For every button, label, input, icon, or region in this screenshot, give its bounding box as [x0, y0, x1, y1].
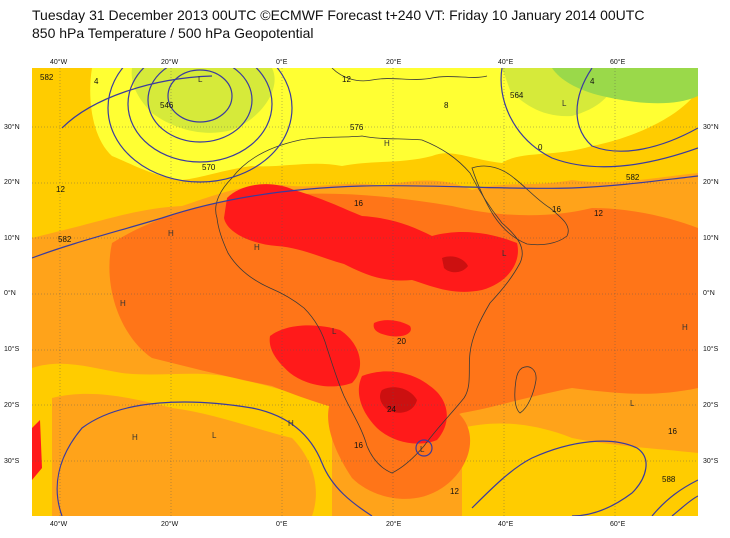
lon-label-top: 60°E [610, 59, 626, 66]
lon-label-bottom: 20°E [386, 521, 402, 528]
temperature-label: 12 [342, 75, 351, 84]
temperature-label: 4 [94, 77, 99, 86]
europe-coastline [331, 68, 488, 82]
coastline [215, 68, 569, 474]
lon-label-bottom: 40°E [498, 521, 514, 528]
map-canvas: 582 546 570 582 576 582 564 588 4 12 12 … [32, 68, 698, 516]
temperature-label: 4 [590, 77, 595, 86]
geopotential-label: 588 [662, 475, 676, 484]
low-marker: L [198, 75, 203, 84]
temp-band-20-24 [109, 193, 698, 424]
geopotential-contour [415, 439, 433, 457]
geopotential-contour [32, 175, 698, 259]
high-marker: H [168, 229, 174, 238]
low-marker: L [562, 99, 567, 108]
temperature-label: 16 [552, 205, 561, 214]
geopotential-contour [107, 68, 293, 183]
geopotential-label: 576 [350, 123, 364, 132]
geopotential-label: 582 [626, 173, 640, 182]
madagascar-coastline [514, 366, 537, 414]
temp-band-28-plus [380, 387, 417, 413]
geopotential-contour [471, 440, 647, 516]
high-marker: H [254, 243, 260, 252]
high-marker: H [120, 299, 126, 308]
low-marker: L [502, 249, 507, 258]
geopotential-label: 582 [40, 73, 54, 82]
geopotential-contour [576, 68, 698, 152]
lat-label-right: 30°N [703, 124, 719, 131]
lat-label-left: 30°S [4, 458, 20, 465]
lon-label-top: 0°E [276, 59, 288, 66]
forecast-map[interactable]: 582 546 570 582 576 582 564 588 4 12 12 … [32, 68, 698, 516]
lat-label-left: 10°S [4, 346, 20, 353]
lon-label-top: 20°W [161, 59, 179, 66]
temperature-label: 12 [450, 487, 459, 496]
temperature-label: 8 [444, 101, 449, 110]
graticule [32, 68, 698, 516]
geopotential-contour [671, 495, 698, 516]
lat-label-right: 20°S [703, 402, 719, 409]
temperature-label: 16 [354, 199, 363, 208]
low-marker: L [420, 445, 425, 454]
lon-label-top: 40°E [498, 59, 514, 66]
geopotential-contour [167, 69, 233, 123]
temperature-label: 0 [538, 143, 543, 152]
geopotential-label: 582 [58, 235, 72, 244]
temp-band-28-plus [442, 256, 468, 273]
temperature-label: 20 [397, 337, 406, 346]
lon-label-bottom: 40°W [50, 521, 68, 528]
lon-label-bottom: 0°E [276, 521, 288, 528]
africa-coastline [215, 135, 523, 474]
temperature-label: 24 [387, 405, 396, 414]
temp-band-24-28 [373, 320, 411, 337]
temp-band-16-20 [52, 393, 316, 516]
lat-label-left: 20°S [4, 402, 20, 409]
high-marker: H [384, 139, 390, 148]
forecast-title: Tuesday 31 December 2013 00UTC ©ECMWF Fo… [32, 7, 645, 23]
lon-label-top: 20°E [386, 59, 402, 66]
temp-band-24-28 [269, 325, 361, 387]
lat-label-left: 0°N [4, 290, 16, 297]
temp-band-4-8 [131, 68, 275, 133]
geopotential-contour [61, 75, 213, 129]
temp-band-0-4 [552, 68, 698, 104]
lon-label-bottom: 60°E [610, 521, 626, 528]
lat-label-left: 30°N [4, 124, 20, 131]
high-marker: H [132, 433, 138, 442]
geopotential-contours [32, 68, 698, 516]
forecast-subtitle: 850 hPa Temperature / 500 hPa Geopotenti… [32, 25, 314, 41]
temperature-label: 16 [668, 427, 677, 436]
lat-label-right: 10°N [703, 235, 719, 242]
lon-label-bottom: 20°W [161, 521, 179, 528]
contour-labels: 582 546 570 582 576 582 564 588 4 12 12 … [40, 73, 677, 496]
temp-band-24-28 [32, 420, 42, 480]
high-marker: H [288, 419, 294, 428]
low-marker: L [630, 399, 635, 408]
temperature-label: 12 [594, 209, 603, 218]
temperature-label: 12 [56, 185, 65, 194]
high-marker: H [682, 323, 688, 332]
temp-band-12-16 [462, 423, 698, 516]
temperature-label: 16 [354, 441, 363, 450]
pressure-centers: L H H H H L H L H L H L L L [120, 75, 688, 454]
lat-label-right: 0°N [703, 290, 715, 297]
lat-label-right: 10°S [703, 346, 719, 353]
geopotential-label: 570 [202, 163, 216, 172]
low-marker: L [212, 431, 217, 440]
lat-label-right: 30°S [703, 458, 719, 465]
geopotential-label: 546 [160, 101, 174, 110]
geopotential-contour [147, 68, 253, 143]
geopotential-contour [500, 68, 698, 168]
lat-label-left: 20°N [4, 179, 20, 186]
geopotential-contour [651, 479, 698, 516]
low-marker: L [332, 327, 337, 336]
lat-label-right: 20°N [703, 179, 719, 186]
geopotential-contour [56, 401, 373, 516]
lon-label-top: 40°W [50, 59, 68, 66]
arabia-coastline [471, 165, 569, 246]
geopotential-label: 564 [510, 91, 524, 100]
geopotential-contour [127, 68, 273, 163]
lat-label-left: 10°N [4, 235, 20, 242]
